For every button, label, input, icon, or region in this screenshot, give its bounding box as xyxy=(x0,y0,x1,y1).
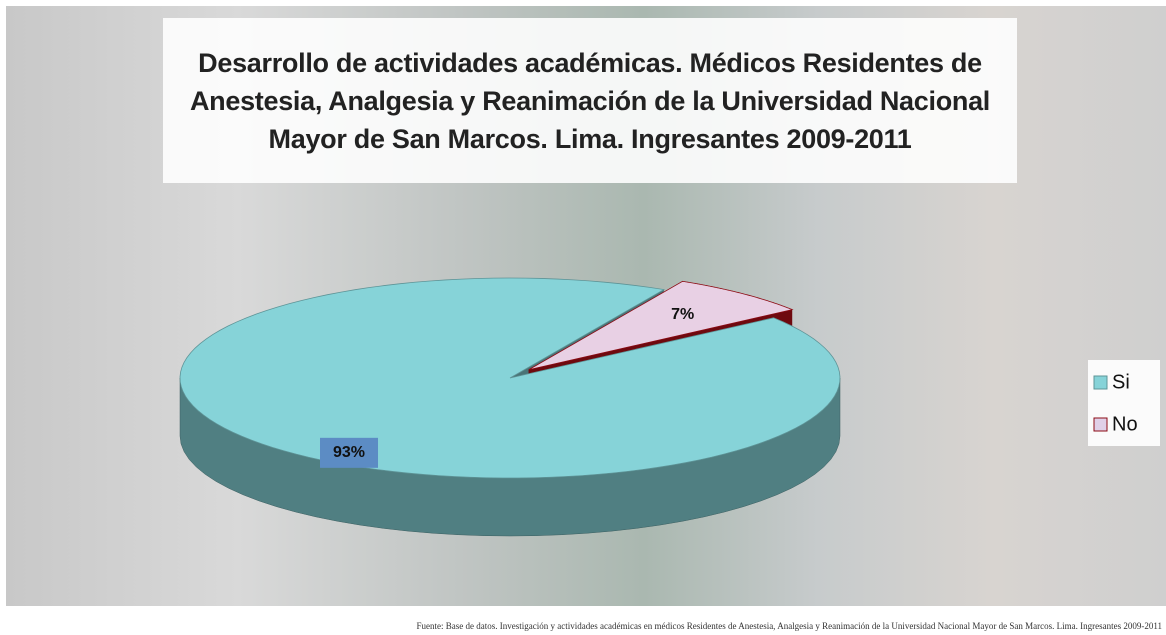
data-label-box xyxy=(320,437,379,468)
legend-swatch xyxy=(1093,375,1108,390)
data-label: 93% xyxy=(333,444,365,461)
data-label: 7% xyxy=(671,306,694,323)
legend-box xyxy=(1088,360,1160,446)
legend-swatch xyxy=(1093,417,1108,432)
slice xyxy=(528,280,794,371)
slice xyxy=(179,277,841,479)
source-note: Fuente: Base de datos. Investigación y a… xyxy=(416,621,1162,631)
legend-label: Si xyxy=(1112,371,1130,393)
chart-title: Desarrollo de actividades académicas. Mé… xyxy=(163,18,1017,183)
legend-label: No xyxy=(1112,413,1138,435)
